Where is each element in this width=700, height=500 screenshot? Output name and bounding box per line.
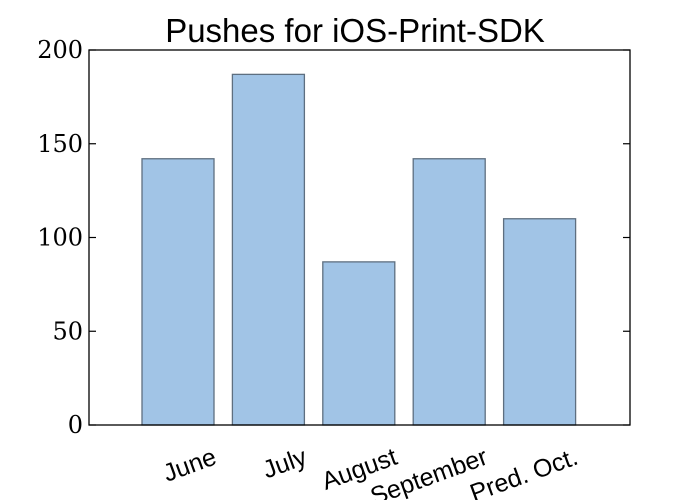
x-tick-label: July xyxy=(259,443,311,485)
bar-june xyxy=(141,158,215,426)
chart-title: Pushes for iOS-Print-SDK xyxy=(165,12,545,49)
bar-pred-oct xyxy=(502,218,577,426)
y-tick-label: 0 xyxy=(68,411,83,439)
bar-september xyxy=(412,158,486,426)
y-tick-label: 50 xyxy=(52,317,83,345)
y-tick-label: 150 xyxy=(37,130,83,158)
y-tick-label: 200 xyxy=(37,36,83,64)
bar-august xyxy=(322,261,396,426)
bars-group xyxy=(141,73,577,426)
y-tick-label: 100 xyxy=(37,224,83,252)
plot-frame xyxy=(88,49,631,426)
x-tick-label: June xyxy=(160,443,221,488)
bar-july xyxy=(231,73,306,426)
y-axis: 0 50 100 150 200 xyxy=(37,36,630,439)
